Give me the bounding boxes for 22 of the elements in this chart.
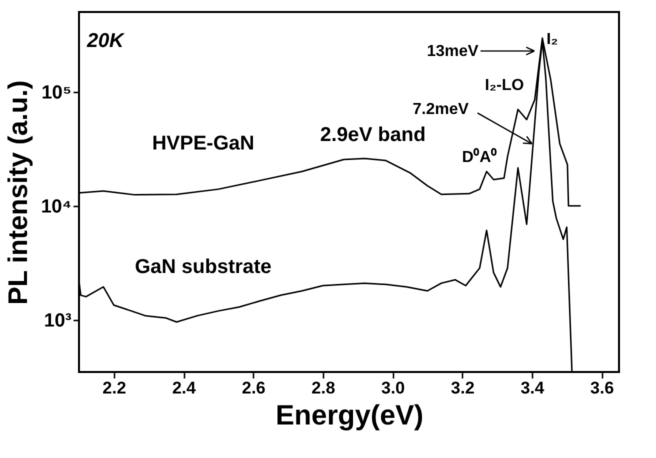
x-tick-label: 2.8 [312,378,336,398]
annotation: 7.2meV [412,101,470,118]
y-tick-label: 10³ [44,310,72,332]
annotation: D⁰A⁰ [462,148,498,166]
annotation: 20K [86,30,126,52]
y-axis-title: PL intensity (a.u.) [2,80,33,305]
y-tick-label: 10⁵ [41,82,72,104]
series-label: HVPE-GaN [152,132,254,155]
x-tick-label: 2.4 [172,378,196,398]
annotation: I₂-LO [484,77,524,94]
annotation: 13meV [426,43,479,60]
x-tick-label: 2.6 [242,378,266,398]
x-tick-label: 3.4 [520,378,545,398]
y-tick-label: 10⁴ [40,196,72,218]
x-tick-label: 3.6 [590,378,614,398]
x-axis-title: Energy(eV) [276,400,424,430]
series-label: GaN substrate [134,256,272,278]
annotation: 2.9eV band [320,124,426,146]
x-tick-label: 3.0 [381,378,405,398]
x-tick-label: 2.2 [102,378,126,398]
x-tick-label: 3.2 [450,378,475,398]
annotation: I₂ [546,31,558,48]
